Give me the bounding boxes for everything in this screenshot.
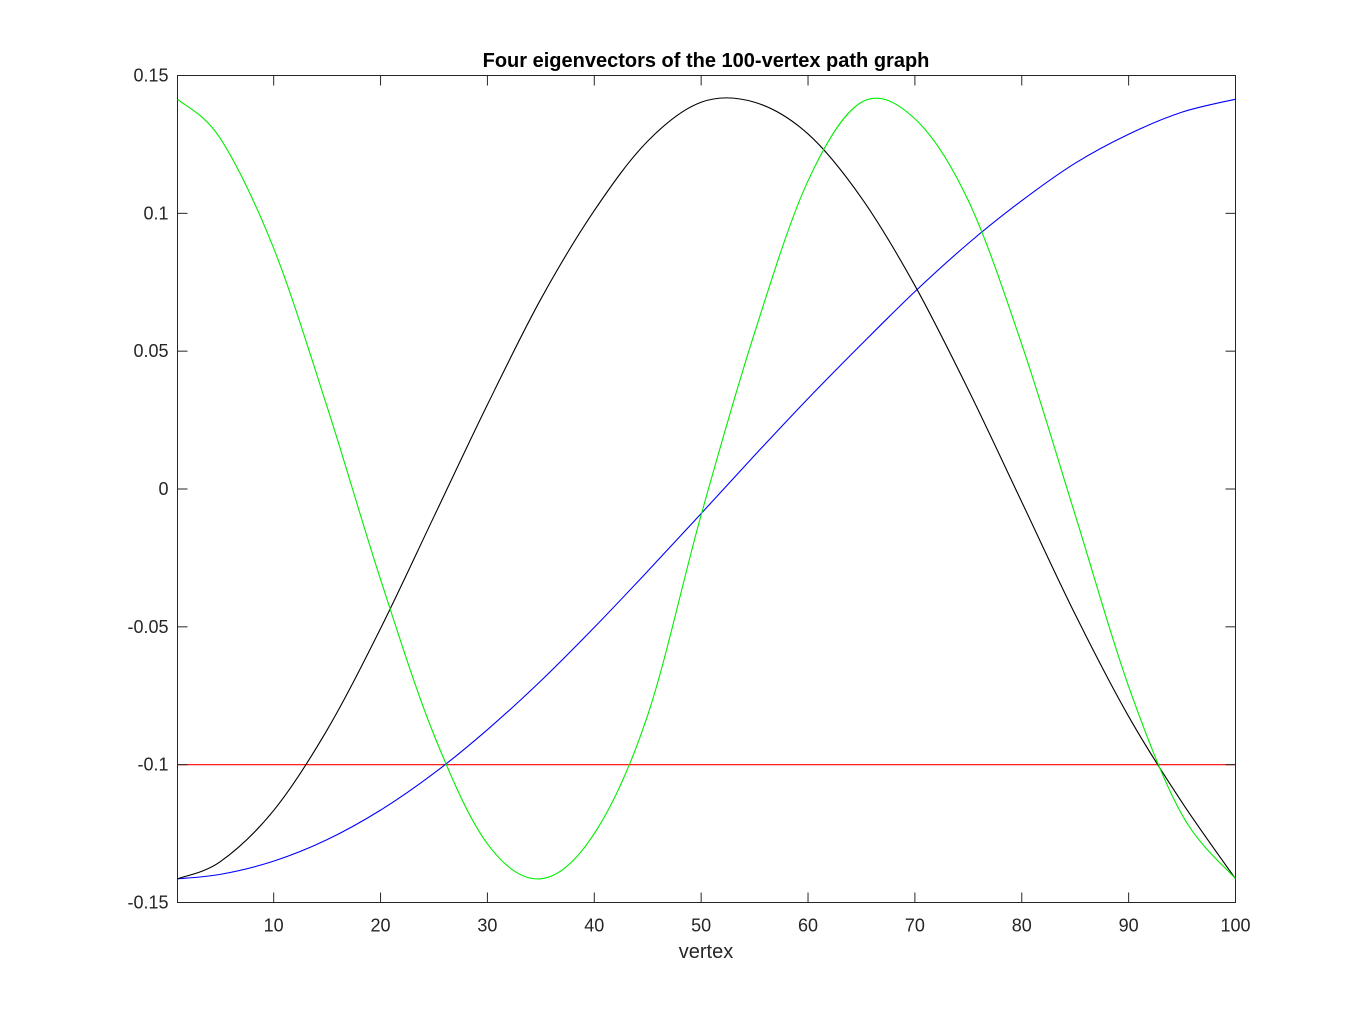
y-tick-label: 0.15	[133, 66, 168, 86]
y-tick-label: 0.1	[143, 203, 168, 223]
x-tick-label: 60	[798, 916, 818, 936]
series-line-3	[177, 97, 1236, 880]
x-tick-label: 90	[1119, 916, 1139, 936]
x-tick-label: 70	[905, 916, 925, 936]
series-layer	[177, 97, 1236, 880]
y-tick-label: -0.05	[127, 617, 168, 637]
chart-title: Four eigenvectors of the 100-vertex path…	[483, 50, 930, 72]
x-tick-label: 100	[1220, 916, 1250, 936]
y-tick-label: 0	[158, 479, 168, 499]
x-tick-label: 30	[477, 916, 497, 936]
x-axis: 10 20 30 40 50 60 70 80 90 100	[264, 75, 1251, 936]
y-tick-label: -0.1	[137, 755, 168, 775]
x-tick-label: 10	[264, 916, 284, 936]
y-axis: 0.15 0.1 0.05 0 -0.05 -0.1 -0.15	[127, 66, 1236, 913]
x-tick-label: 40	[584, 916, 604, 936]
series-line-4	[177, 97, 1236, 880]
x-axis-label: vertex	[679, 941, 733, 963]
y-tick-label: -0.15	[127, 893, 168, 913]
x-tick-label: 50	[691, 916, 711, 936]
y-tick-label: 0.05	[133, 341, 168, 361]
x-tick-label: 80	[1012, 916, 1032, 936]
x-tick-label: 20	[371, 916, 391, 936]
